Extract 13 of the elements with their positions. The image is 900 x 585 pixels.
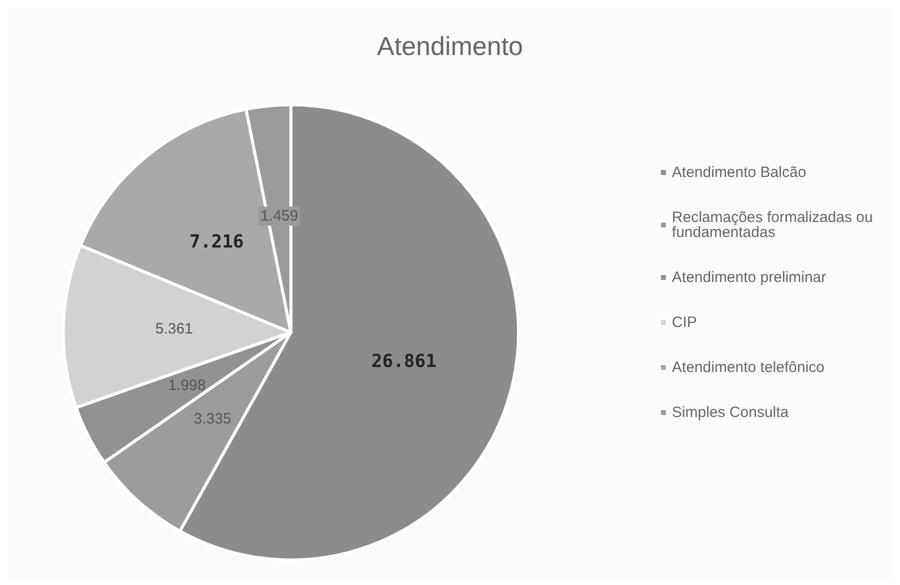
data-label: 26.861 [371, 351, 436, 372]
legend-label: Atendimento telefônico [672, 359, 825, 376]
legend-label: Atendimento Balcão [672, 164, 806, 181]
data-label: 3.335 [194, 410, 232, 428]
chart-title: Atendimento [377, 31, 523, 61]
data-label: 1.459 [260, 208, 298, 225]
legend-label: Reclamações formalizadas ou fundamentadas [672, 209, 877, 241]
legend-label: CIP [672, 314, 697, 331]
data-label: 7.216 [190, 232, 244, 253]
data-label: 1.998 [168, 377, 206, 394]
legend-label: Simples Consulta [672, 404, 790, 421]
legend-label: Atendimento preliminar [672, 269, 826, 286]
data-label: 5.361 [155, 320, 193, 338]
